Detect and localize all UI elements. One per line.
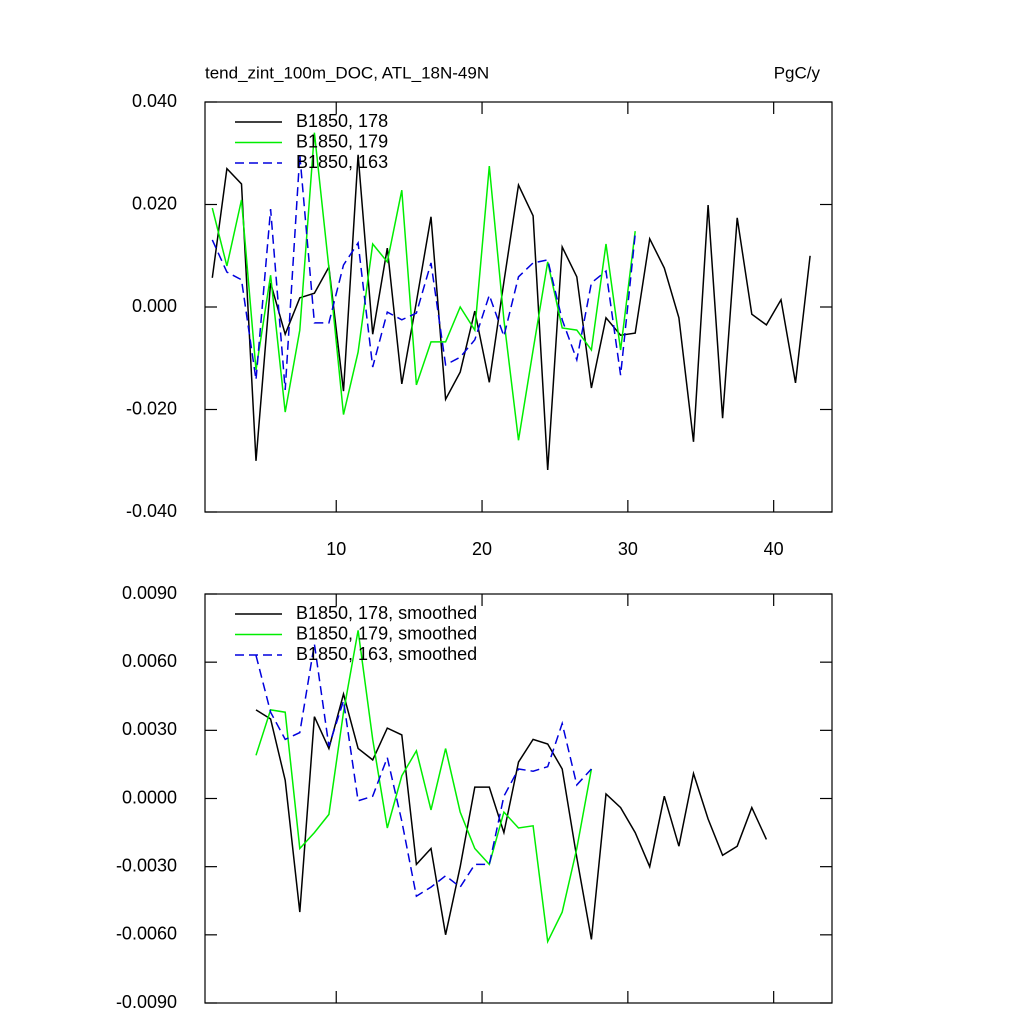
series-line (211, 132, 636, 441)
legend-label: B1850, 178, smoothed (296, 603, 477, 623)
legend-label: B1850, 163, smoothed (296, 644, 477, 664)
y-tick-label: -0.040 (126, 501, 177, 521)
x-tick-label: 10 (326, 539, 346, 559)
legend-label: B1850, 163 (296, 152, 388, 172)
y-tick-label: -0.0090 (116, 992, 177, 1012)
units-label: PgC/y (774, 63, 821, 82)
y-tick-label: -0.0060 (116, 924, 177, 944)
y-tick-label: 0.0060 (122, 651, 177, 671)
series-line (255, 643, 592, 898)
x-tick-label: 30 (618, 539, 638, 559)
series-line (255, 691, 768, 940)
x-tick-label: 20 (472, 539, 492, 559)
legend-label: B1850, 179, smoothed (296, 623, 477, 643)
y-tick-label: -0.0030 (116, 855, 177, 875)
series-line (211, 154, 636, 391)
legend-label: B1850, 178 (296, 111, 388, 131)
y-tick-label: -0.020 (126, 398, 177, 418)
y-tick-label: 0.000 (132, 296, 177, 316)
x-tick-label: 40 (764, 539, 784, 559)
legend-label: B1850, 179 (296, 131, 388, 151)
series-line (255, 630, 593, 945)
y-tick-label: 0.0000 (122, 787, 177, 807)
y-tick-label: 0.0090 (122, 583, 177, 603)
y-tick-label: 0.0030 (122, 719, 177, 739)
y-tick-label: 0.040 (132, 91, 177, 111)
series-line (211, 154, 811, 471)
y-tick-label: 0.020 (132, 193, 177, 213)
chart-title: tend_zint_100m_DOC, ATL_18N-49N (205, 63, 489, 82)
